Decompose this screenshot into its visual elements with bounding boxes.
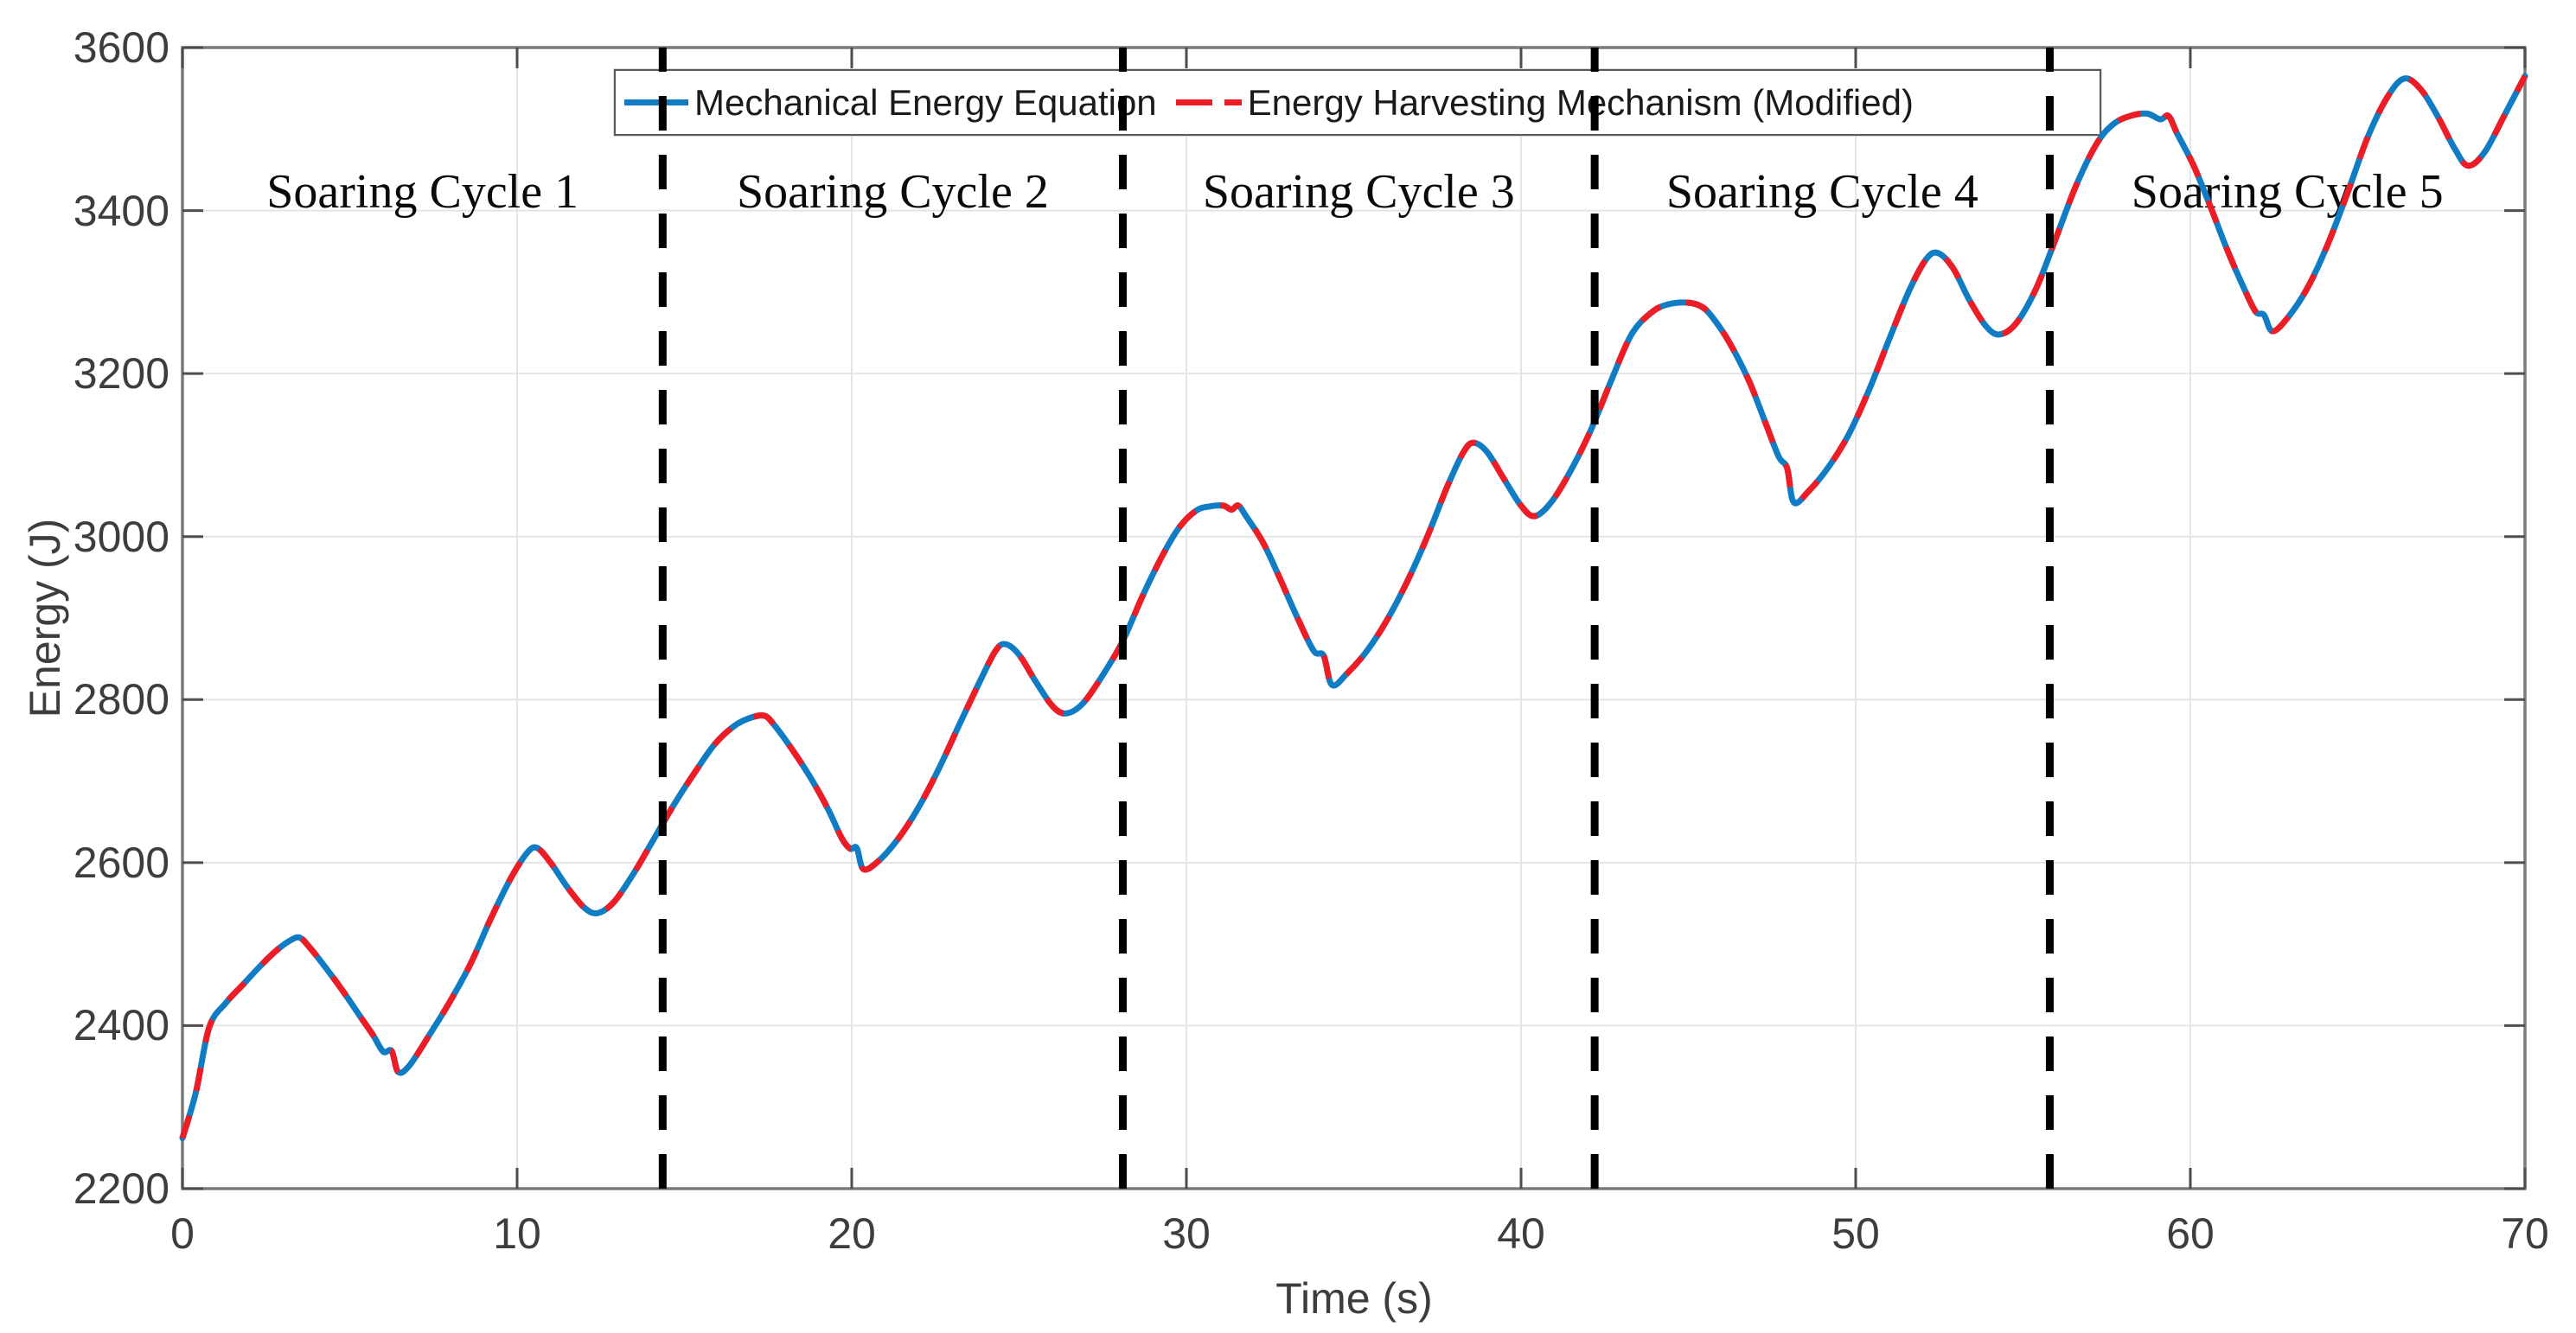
x-tick-label: 40 bbox=[1497, 1209, 1545, 1258]
x-tick-label: 20 bbox=[828, 1209, 876, 1258]
legend-label-mechanical-energy: Mechanical Energy Equation bbox=[694, 81, 1157, 123]
series-mechanical-energy-line bbox=[179, 73, 2528, 1141]
series-energy-harvesting-line bbox=[179, 74, 2528, 1139]
cycle-label: Soaring Cycle 3 bbox=[1202, 165, 1515, 219]
plot-border bbox=[181, 46, 2527, 1190]
cycle-label: Soaring Cycle 1 bbox=[266, 165, 579, 219]
x-tick-label: 50 bbox=[1831, 1209, 1880, 1258]
x-tick-label: 0 bbox=[170, 1209, 195, 1258]
x-tick-label: 10 bbox=[493, 1209, 541, 1258]
y-tick-label: 3400 bbox=[73, 186, 169, 235]
x-tick-label: 60 bbox=[2166, 1209, 2215, 1258]
legend-label-energy-harvesting: Energy Harvesting Mechanism (Modified) bbox=[1247, 81, 1914, 123]
x-tick-label: 70 bbox=[2501, 1209, 2549, 1258]
legend: Mechanical Energy Equation Energy Harves… bbox=[614, 69, 2101, 136]
y-tick-label: 2600 bbox=[73, 838, 169, 887]
cycle-label: Soaring Cycle 2 bbox=[736, 165, 1049, 219]
x-tick-label: 30 bbox=[1162, 1209, 1211, 1258]
legend-solid-blue-line-sample bbox=[624, 99, 688, 105]
y-tick-label: 3200 bbox=[73, 349, 169, 399]
y-tick-label: 2400 bbox=[73, 1001, 169, 1050]
x-axis-title: Time (s) bbox=[1275, 1274, 1433, 1323]
y-tick-label: 2800 bbox=[73, 675, 169, 724]
legend-dashed-red-line-sample bbox=[1175, 99, 1242, 105]
cycle-label: Soaring Cycle 4 bbox=[1665, 165, 1978, 219]
y-tick-label: 2200 bbox=[73, 1164, 169, 1213]
cycle-label: Soaring Cycle 5 bbox=[2131, 165, 2444, 219]
y-tick-label: 3000 bbox=[73, 512, 169, 561]
y-tick-label: 3600 bbox=[73, 23, 169, 72]
